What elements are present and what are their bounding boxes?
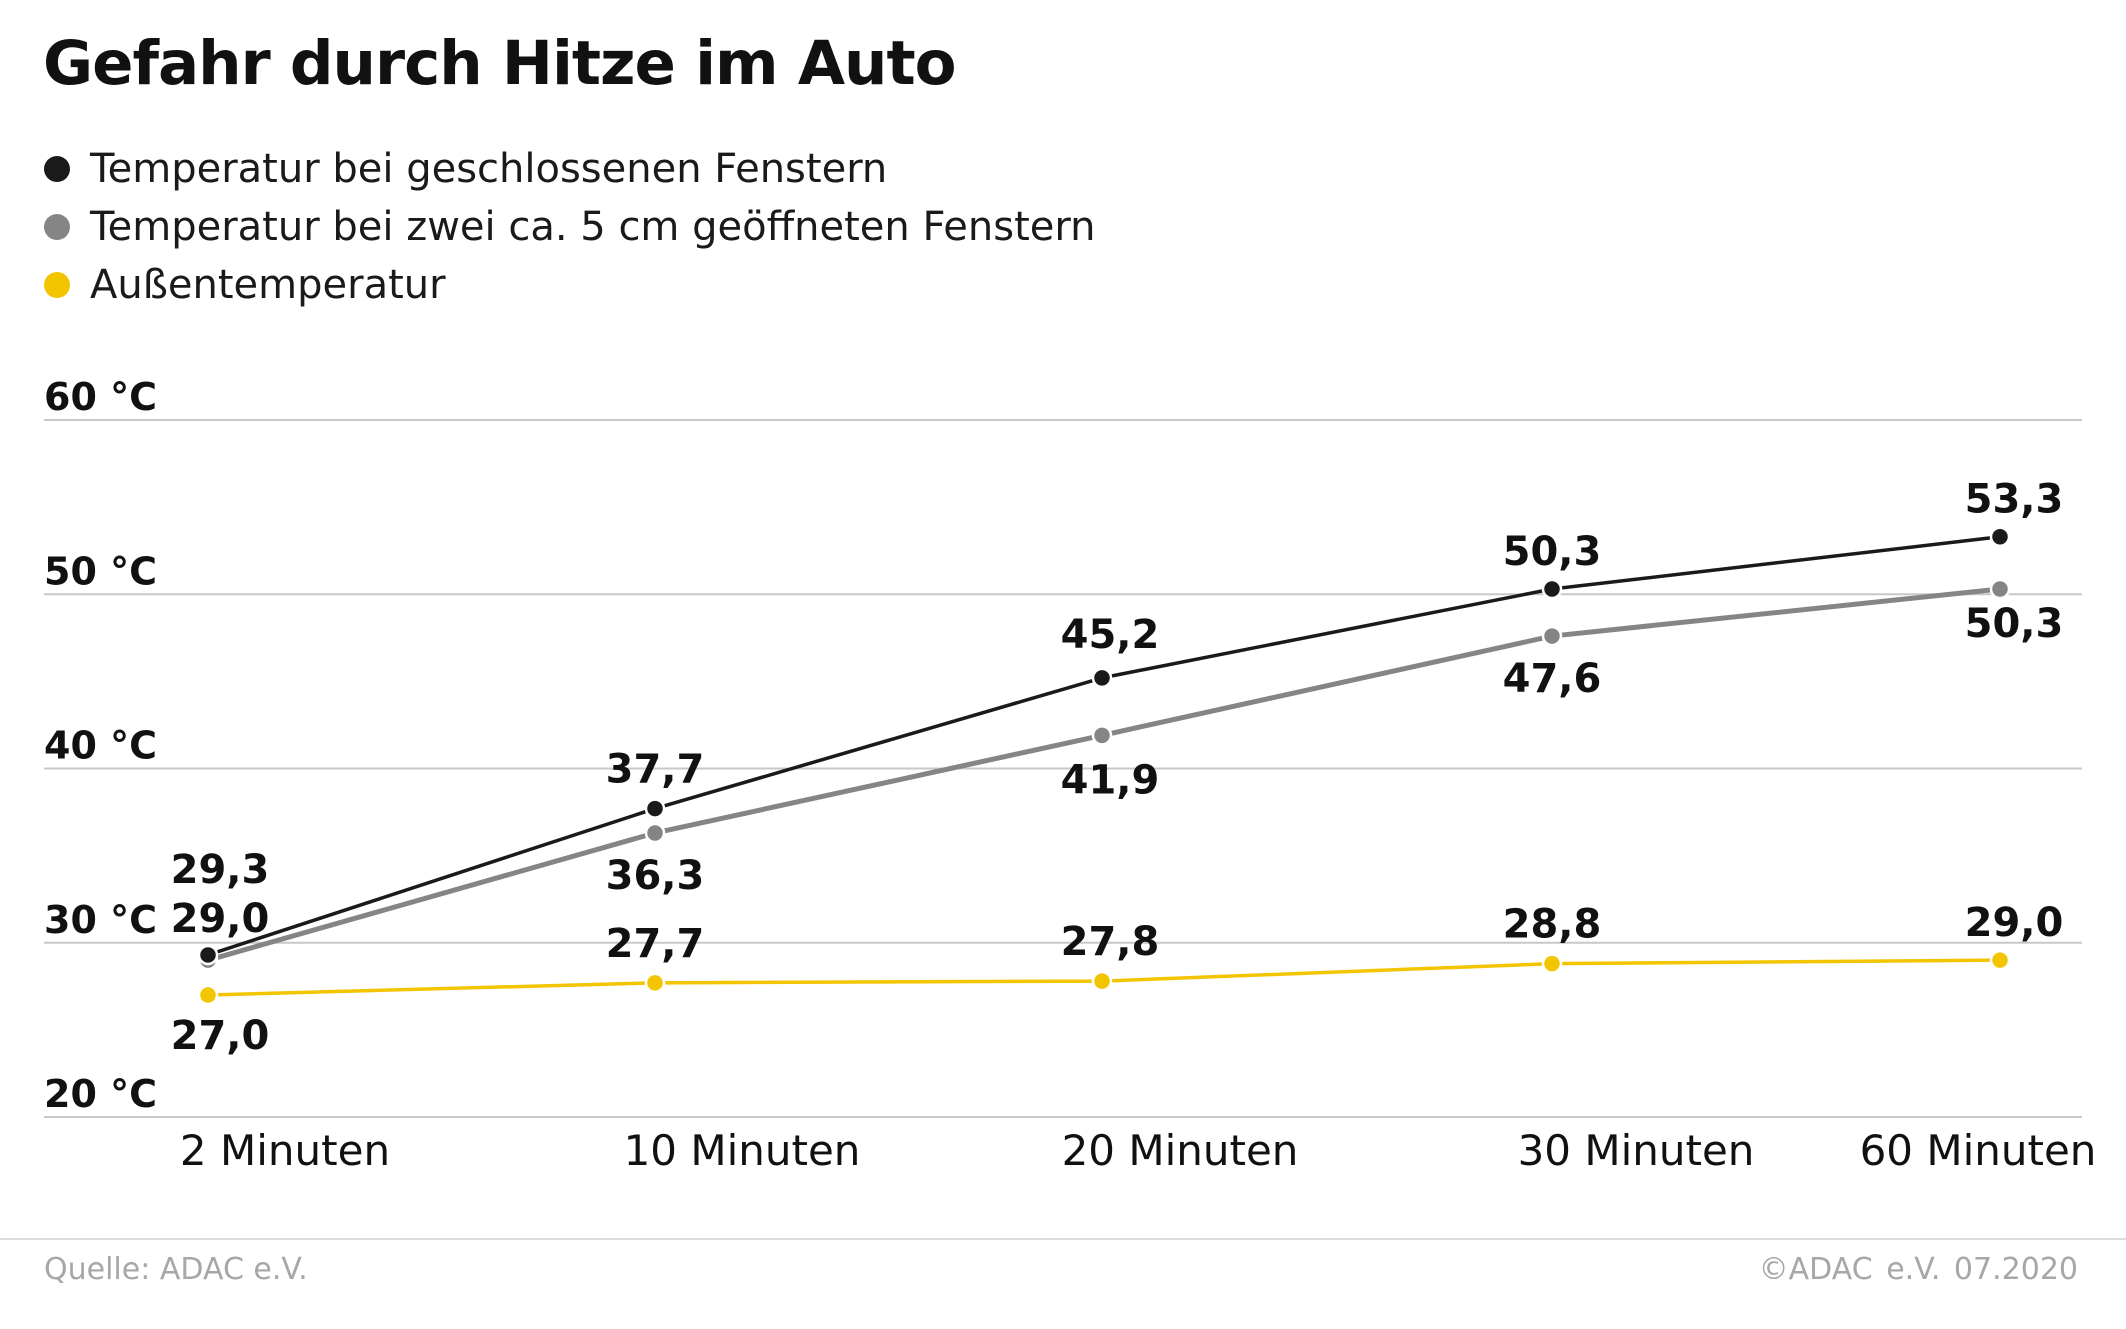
legend-label-outside-temperature: Außentemperatur <box>90 262 446 308</box>
x-tick-label: 30 Minuten <box>1518 1126 1755 1175</box>
data-label-outside: 29,0 <box>1965 900 2064 946</box>
data-label-open: 36,3 <box>606 853 705 899</box>
data-point-open <box>1091 725 1113 746</box>
series-line-closed <box>207 535 2001 957</box>
x-tick-label: 20 Minuten <box>1062 1126 1299 1175</box>
data-point-open <box>644 822 666 844</box>
data-label-open: 29,0 <box>171 896 270 942</box>
legend-item-closed-windows: Temperatur bei geschlossenen Fenstern <box>44 140 1095 198</box>
legend-label-closed-windows: Temperatur bei geschlossenen Fenstern <box>90 146 888 192</box>
data-label-outside: 28,8 <box>1503 902 1602 948</box>
legend-item-outside-temperature: Außentemperatur <box>44 256 1095 314</box>
legend-dot-closed-windows <box>44 156 70 182</box>
copyright-note: ©ADAC e.V. 07.2020 <box>1758 1252 2078 1287</box>
legend-dot-open-windows <box>44 214 70 240</box>
data-point-outside <box>197 984 219 1006</box>
data-label-open: 47,6 <box>1503 656 1602 702</box>
legend-label-open-windows: Temperatur bei zwei ca. 5 cm geöffneten … <box>90 204 1096 250</box>
y-tick-label: 20 °C <box>44 1072 157 1116</box>
data-label-closed: 53,3 <box>1965 477 2064 523</box>
x-tick-label: 10 Minuten <box>624 1126 861 1175</box>
y-tick-label: 40 °C <box>44 724 157 768</box>
legend-dot-outside-temperature <box>44 272 70 298</box>
data-point-closed <box>1541 578 1563 600</box>
chart-title: Gefahr durch Hitze im Auto <box>43 28 957 99</box>
data-label-closed: 50,3 <box>1503 529 1602 575</box>
footer-divider <box>0 1238 2126 1240</box>
data-point-closed <box>644 798 666 819</box>
source-note: Quelle: ADAC e.V. <box>44 1252 308 1287</box>
x-tick-label: 2 Minuten <box>180 1126 390 1175</box>
data-label-closed: 29,3 <box>171 847 270 893</box>
data-point-closed <box>197 944 219 966</box>
data-label-open: 41,9 <box>1061 757 1160 803</box>
data-label-closed: 45,2 <box>1061 612 1160 658</box>
data-point-open <box>1989 578 2011 600</box>
data-label-outside: 27,7 <box>606 921 705 967</box>
data-point-open <box>1541 625 1563 647</box>
data-label-outside: 27,0 <box>171 1013 270 1059</box>
data-point-outside <box>1989 949 2011 971</box>
data-point-closed <box>1091 667 1113 689</box>
x-tick-label: 60 Minuten <box>1860 1126 2097 1175</box>
y-tick-label: 50 °C <box>44 549 157 593</box>
legend: Temperatur bei geschlossenen Fenstern Te… <box>44 140 1095 314</box>
data-point-outside <box>1541 953 1563 974</box>
y-tick-label: 60 °C <box>44 375 157 419</box>
data-label-closed: 37,7 <box>606 747 705 793</box>
data-point-closed <box>1989 526 2011 547</box>
y-tick-label: 30 °C <box>44 898 157 942</box>
data-point-outside <box>1091 970 1113 992</box>
data-label-open: 50,3 <box>1965 601 2064 647</box>
legend-item-open-windows: Temperatur bei zwei ca. 5 cm geöffneten … <box>44 198 1095 256</box>
data-point-outside <box>644 972 666 994</box>
data-label-outside: 27,8 <box>1061 919 1160 965</box>
